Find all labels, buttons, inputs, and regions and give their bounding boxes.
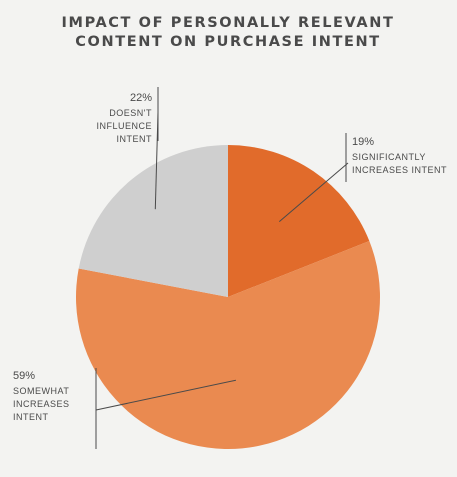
slice-label-significantly-2: INCREASES INTENT: [352, 165, 447, 175]
slice-label-doesnt-1: DOESN'T: [109, 108, 152, 118]
slice-label-somewhat-1: SOMEWHAT: [13, 386, 69, 396]
slice-value-somewhat: 59%: [13, 370, 35, 382]
slice-label-doesnt-2: INFLUENCE: [96, 121, 152, 131]
leader-line-somewhat: [95, 379, 237, 411]
slice-label-doesnt-3: INTENT: [117, 134, 153, 144]
leader-line-doesnt: [154, 111, 159, 210]
slice-label-somewhat-2: INCREASES: [13, 399, 70, 409]
slice-value-doesnt: 22%: [130, 92, 152, 104]
pie-slice-somewhat: [75, 241, 380, 449]
slice-value-significantly: 19%: [352, 136, 374, 148]
slice-label-significantly-1: SIGNIFICANTLY: [352, 152, 426, 162]
leader-line-significantly: [278, 162, 349, 222]
slice-labels: 19% SIGNIFICANTLY INCREASES INTENT 59% SOMEW…: [13, 87, 447, 449]
pie-slices: [75, 145, 380, 449]
pie-slice-doesnt: [78, 145, 228, 297]
chart-title-line-2: CONTENT ON PURCHASE INTENT: [75, 34, 380, 50]
chart-title-line-1: IMPACT OF PERSONALLY RELEVANT: [62, 15, 395, 31]
pie-slice-significantly: [228, 145, 370, 297]
slice-label-somewhat-3: INTENT: [13, 412, 49, 422]
